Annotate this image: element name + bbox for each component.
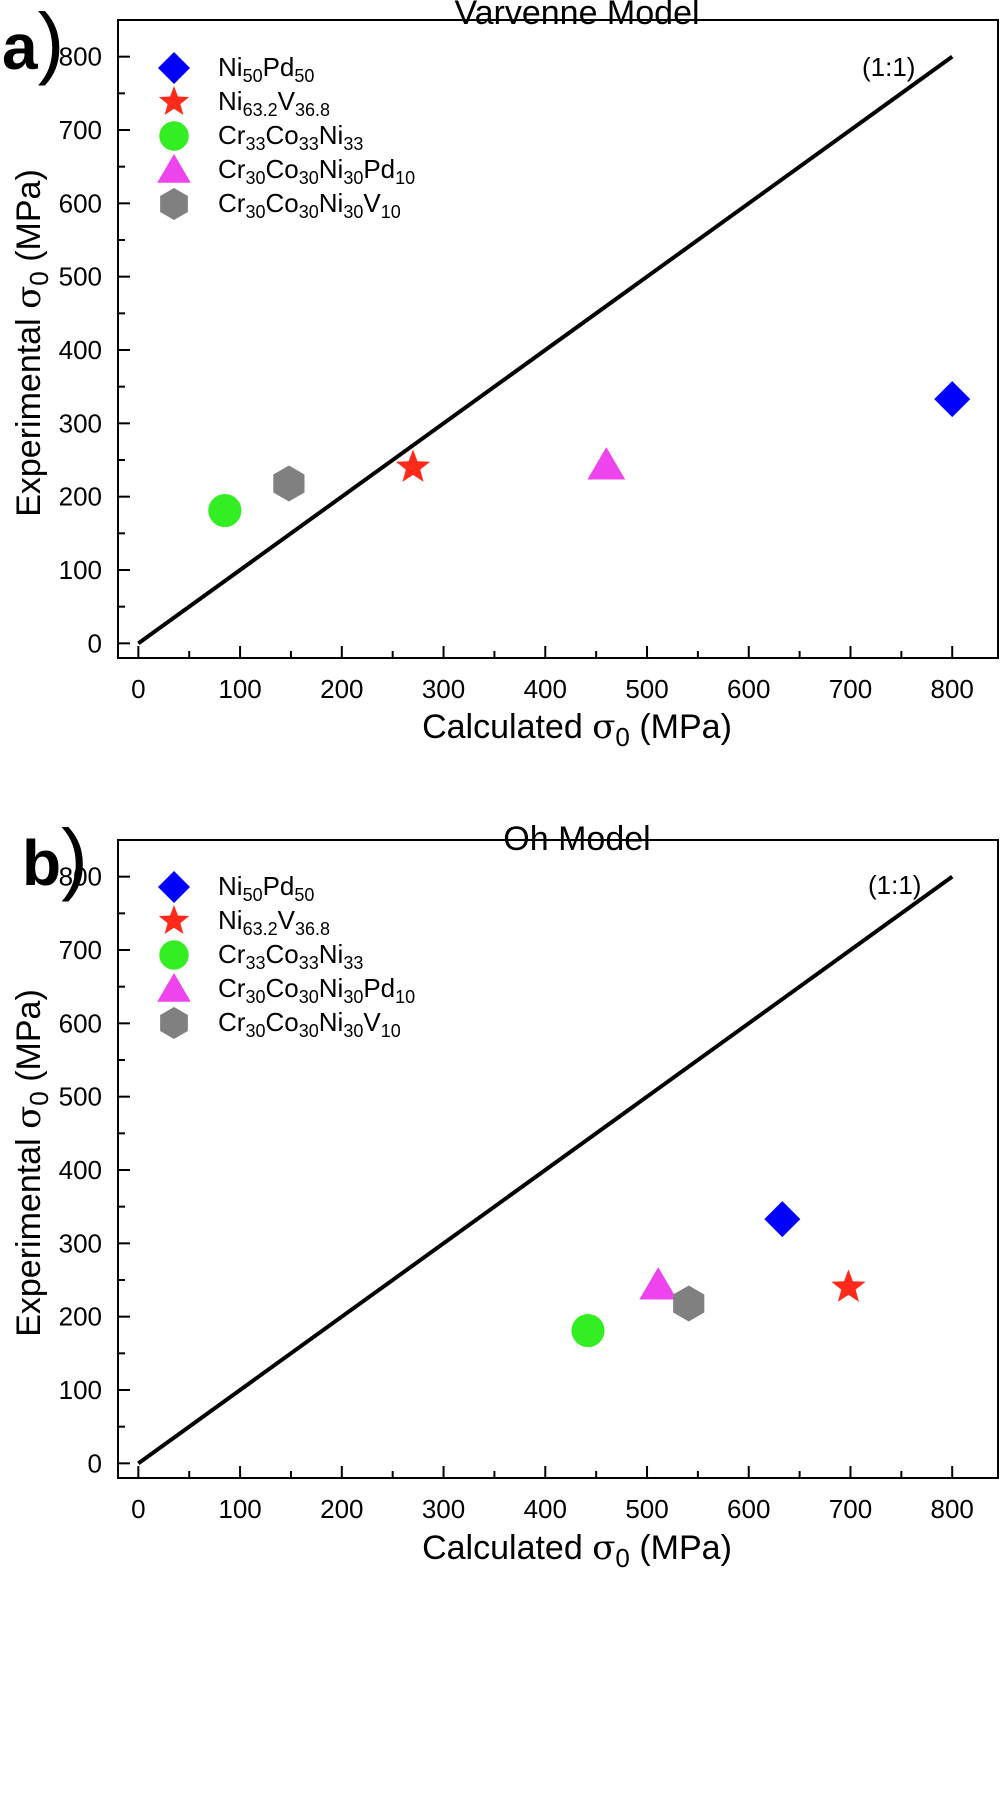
legend-item: Cr30Co30Ni30Pd10 [150,969,470,1009]
x-tick-label: 600 [727,674,770,704]
y-tick-label: 800 [59,862,102,892]
data-point-circle [571,1314,605,1348]
legend-label: Cr30Co30Ni30V10 [218,188,401,222]
axes-frame [117,19,999,659]
x-tick-label: 0 [131,674,145,704]
legend-marker-triangle [157,154,190,183]
y-axis-label-a: Experimental σ0 (MPa) [9,169,54,517]
chart-title-a: Varvenne Model [454,0,700,32]
legend-label: Cr30Co30Ni30V10 [218,1007,401,1041]
plot-area-b: 0 100 200 300 400 500 600 700 800 0 100 200 300 400 50… [59,839,999,1524]
panel-label-b: b) [22,813,88,902]
y-tick-label: 0 [88,1448,102,1478]
data-point-triangle [639,1267,678,1300]
x-tick-label: 200 [320,674,363,704]
x-tick-label: 800 [931,1494,974,1524]
legend-label: Cr33Co33Ni33 [218,939,364,973]
reference-line-1-1 [137,55,954,645]
legend-item: Cr33Co33Ni33 [150,116,470,156]
legend-label: Ni50Pd50 [218,871,315,905]
y-tick-label: 700 [59,935,102,965]
x-tick-label: 300 [422,1494,465,1524]
legend-item: Cr30Co30Ni30Pd10 [150,150,470,190]
y-tick-label: 300 [59,408,102,438]
data-point-star [395,449,431,482]
y-tick-label: 100 [59,555,102,585]
y-tick-label: 600 [59,188,102,218]
legend-label: Cr30Co30Ni30Pd10 [218,973,416,1007]
data-point-circle [208,494,242,528]
y-tick-label: 0 [88,628,102,658]
legend-label: Cr30Co30Ni30Pd10 [218,154,416,188]
chart-panel-a: a) Varvenne Model 0 100 200 300 400 500 600 700… [0,0,1000,900]
x-tick-label: 400 [524,1494,567,1524]
x-tick-label: 500 [625,1494,668,1524]
x-axis-label-b: Calculated σ0 (MPa) [422,1528,732,1573]
legend-label: Ni50Pd50 [218,52,315,86]
legend-item: Cr30Co30Ni30V10 [150,1003,470,1043]
legend-label: Cr33Co33Ni33 [218,120,364,154]
legend-item: Ni63.2V36.8 [150,82,470,122]
data-point-star [831,1269,866,1302]
data-point-triangle [587,447,626,480]
reference-line-label-b: (1:1) [868,870,922,900]
legend-label: Ni63.2V36.8 [218,86,330,120]
panel-label-a: a) [2,0,65,86]
y-tick-label: 400 [59,1155,102,1185]
legend-marker-circle [159,940,189,970]
reference-line-label-a: (1:1) [862,52,916,82]
y-axis-label-b: Experimental σ0 (MPa) [9,989,54,1337]
x-tick-label: 600 [727,1494,770,1524]
data-point-hexagon [673,1285,705,1322]
x-tick-label: 800 [931,674,974,704]
legend-label: Ni63.2V36.8 [218,905,330,939]
legend-marker-hexagon [160,1007,188,1039]
x-tick-label: 100 [218,1494,261,1524]
legend-item: Cr33Co33Ni33 [150,935,470,975]
reference-line-1-1 [137,875,954,1465]
y-tick-label: 500 [59,262,102,292]
y-tick-label: 200 [59,1302,102,1332]
y-tick-label: 300 [59,1228,102,1258]
legend-marker-diamond [158,871,190,903]
y-tick-label: 700 [59,115,102,145]
x-tick-label: 500 [625,674,668,704]
plot-area-a: 0 100 200 300 400 500 600 700 800 0 100 200 300 400 50… [59,19,999,704]
data-point-hexagon [273,465,305,502]
legend-marker-hexagon [160,188,188,220]
x-tick-label: 100 [218,674,261,704]
legend-item: Cr30Co30Ni30V10 [150,184,470,224]
x-tick-label: 300 [422,674,465,704]
x-tick-label: 200 [320,1494,363,1524]
y-tick-label: 500 [59,1082,102,1112]
legend-marker-diamond [158,52,190,84]
y-tick-label: 600 [59,1008,102,1038]
legend-marker-star [158,905,190,934]
legend-item: Ni50Pd50 [150,867,470,907]
y-tick-label: 200 [59,482,102,512]
x-tick-label: 700 [829,674,872,704]
x-tick-label: 400 [524,674,567,704]
y-tick-label: 800 [59,42,102,72]
data-point-diamond [764,1201,801,1238]
x-tick-label: 0 [131,1494,145,1524]
legend-marker-circle [159,121,189,151]
y-tick-label: 100 [59,1375,102,1405]
legend-item: Ni50Pd50 [150,48,470,88]
data-point-diamond [934,381,971,418]
legend-marker-star [158,86,190,115]
y-tick-label: 400 [59,335,102,365]
legend-marker-triangle [157,973,190,1002]
x-axis-label-a: Calculated σ0 (MPa) [422,707,732,752]
chart-panel-b: b) Oh Model 0 100 200 300 400 500 600 700 800 0 10… [0,813,1000,1720]
legend-item: Ni63.2V36.8 [150,901,470,941]
x-tick-label: 700 [829,1494,872,1524]
axes-frame [117,839,999,1479]
